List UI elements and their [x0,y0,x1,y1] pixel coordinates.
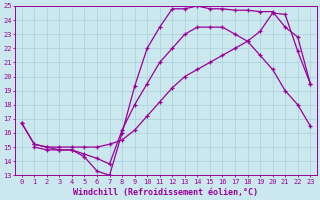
X-axis label: Windchill (Refroidissement éolien,°C): Windchill (Refroidissement éolien,°C) [74,188,259,197]
